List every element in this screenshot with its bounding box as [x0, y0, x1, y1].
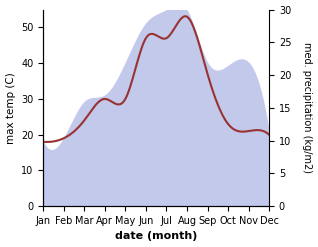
X-axis label: date (month): date (month): [115, 231, 197, 242]
Y-axis label: med. precipitation (kg/m2): med. precipitation (kg/m2): [302, 42, 313, 173]
Y-axis label: max temp (C): max temp (C): [5, 72, 16, 144]
